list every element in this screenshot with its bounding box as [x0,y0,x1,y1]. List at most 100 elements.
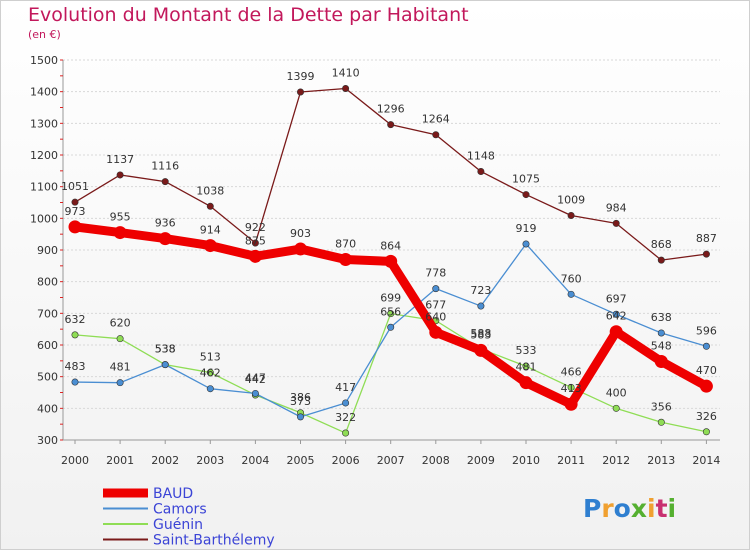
data-point [339,253,353,266]
data-label: 642 [606,310,627,323]
data-point [158,232,172,246]
x-tick-label: 2011 [557,454,585,467]
x-tick-label: 2010 [512,454,540,467]
data-label: 1075 [512,173,540,186]
data-point [294,242,307,256]
data-label: 483 [65,360,86,373]
data-label: 903 [290,227,311,240]
data-point [71,198,79,206]
chart-unit: (en €) [28,28,61,41]
data-point [477,167,485,175]
data-point [296,88,304,96]
y-tick-label: 1400 [30,86,58,99]
data-label: 1009 [557,193,585,206]
data-label: 984 [606,201,627,214]
data-label: 723 [470,284,491,297]
chart-title: Evolution du Montant de la Dette par Hab… [28,4,469,26]
data-label: 583 [470,328,491,341]
data-point [702,250,710,258]
data-point [296,413,304,421]
data-point [567,290,575,298]
data-label: 326 [696,410,717,423]
data-label: 1399 [287,70,315,83]
data-label: 466 [561,365,582,378]
y-tick-label: 1000 [30,212,58,225]
data-label: 697 [606,292,627,305]
data-point [429,325,443,339]
data-point [477,302,485,310]
data-label: 868 [651,238,672,251]
x-tick-label: 2009 [467,454,495,467]
data-point [206,369,214,377]
logo-letter: i [647,494,656,523]
data-point [612,219,620,227]
y-tick-label: 1200 [30,149,58,162]
data-label: 1148 [467,149,495,162]
data-label: 778 [425,267,446,280]
data-point [474,343,488,357]
data-point [612,310,620,318]
data-point [432,131,440,139]
data-point [699,379,713,393]
data-point [657,256,665,264]
data-point [654,354,668,368]
data-label: 588 [470,327,491,340]
x-tick-label: 2014 [692,454,720,467]
x-tick-label: 2006 [332,454,360,467]
data-label: 373 [290,395,311,408]
data-label: 922 [245,221,266,234]
data-point [113,226,127,240]
data-point [657,418,665,426]
data-label: 887 [696,232,717,245]
data-point [567,383,575,391]
data-label: 1137 [106,153,134,166]
x-tick-label: 2001 [106,454,134,467]
data-point [71,378,79,386]
data-point [522,240,530,248]
x-tick-label: 2000 [61,454,89,467]
data-label: 656 [380,305,401,318]
x-tick-label: 2003 [196,454,224,467]
x-tick-label: 2002 [151,454,179,467]
data-point [161,178,169,186]
legend-label: Saint-Barthélemy [153,533,275,549]
data-label: 760 [561,272,582,285]
data-label: 417 [335,381,356,394]
y-tick-label: 300 [37,434,58,447]
data-label: 1410 [332,67,360,80]
data-label: 870 [335,238,356,251]
y-tick-label: 600 [37,339,58,352]
logo-letter: r [601,494,614,523]
data-label: 677 [425,299,446,312]
data-point [342,85,350,93]
data-label: 1038 [196,184,224,197]
data-point [657,329,665,337]
data-label: 356 [651,400,672,413]
data-label: 936 [155,217,176,230]
data-point [609,325,623,339]
data-label: 481 [516,361,537,374]
data-point [71,331,79,339]
data-label: 442 [245,373,266,386]
logo-letter: o [614,494,631,523]
data-point [522,191,530,199]
data-point [612,404,620,412]
data-label: 548 [651,339,672,352]
data-point [702,428,710,436]
data-label: 640 [425,310,446,323]
legend-label: Guénin [153,517,203,533]
data-point [203,239,217,253]
data-label: 1264 [422,113,450,126]
data-label: 447 [245,371,266,384]
data-label: 470 [696,364,717,377]
data-point [384,254,398,268]
data-label: 699 [380,292,401,305]
data-label: 1116 [151,160,179,173]
x-tick-label: 2007 [377,454,405,467]
data-point [248,249,262,263]
data-label: 919 [516,222,537,235]
y-tick-label: 1500 [30,54,58,67]
data-label: 386 [290,391,311,404]
data-label: 864 [380,239,401,252]
